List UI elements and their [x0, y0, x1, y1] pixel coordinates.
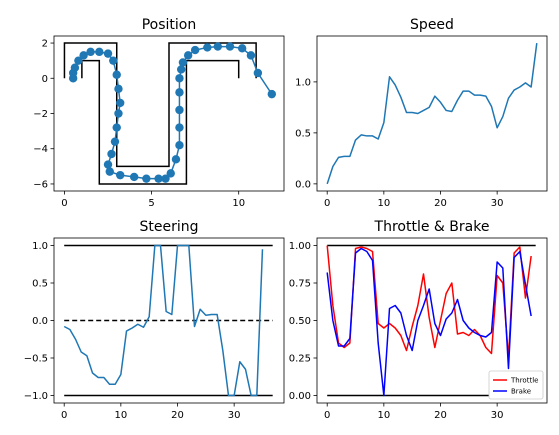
position-marker	[116, 98, 125, 108]
position-marker	[171, 155, 181, 164]
speed-title: Speed	[410, 17, 454, 33]
y-tick-label: 0.5	[295, 128, 311, 139]
throttle-brake-title: Throttle & Brake	[374, 219, 490, 235]
y-tick-label: 1.0	[295, 77, 311, 88]
speed-series-line	[326, 43, 538, 185]
y-tick-label: −6	[33, 179, 48, 190]
position-marker	[95, 47, 104, 57]
y-tick-label: −0.5	[24, 354, 48, 365]
position-panel: Position 0 5 10 −6 −4 −2 0 2	[33, 17, 285, 209]
legend-brake-label: Brake	[511, 388, 531, 396]
y-tick-label: 0.0	[32, 316, 48, 327]
throttle-brake-legend: Throttle Brake	[488, 370, 544, 400]
position-marker	[166, 169, 175, 178]
throttle-brake-plot-area: 0 10 20 30 0.00 0.25 0.50 0.75 1.00	[289, 237, 548, 421]
steering-series-line	[63, 244, 264, 397]
x-tick-label: 0	[61, 198, 67, 209]
position-marker	[114, 84, 123, 94]
position-marker	[154, 174, 163, 183]
position-marker	[175, 123, 184, 132]
position-marker	[267, 89, 277, 99]
position-marker	[110, 137, 120, 146]
y-tick-label: 0.00	[289, 391, 311, 402]
y-tick-label: 1.0	[32, 241, 48, 252]
y-tick-label: −4	[33, 144, 48, 155]
legend-throttle-label: Throttle	[510, 377, 538, 385]
position-marker	[237, 44, 247, 53]
position-title: Position	[142, 17, 197, 33]
x-tick-label: 30	[228, 410, 241, 421]
track-inner-boundary	[81, 59, 240, 185]
y-tick-label: 0.0	[295, 179, 311, 190]
position-marker	[112, 70, 121, 79]
steering-plot-area: 0 10 20 30 −1.0 −0.5 0.0 0.5 1.0	[24, 237, 285, 421]
position-marker	[103, 49, 113, 58]
position-plot-area: 0 5 10 −6 −4 −2 0 2	[33, 35, 285, 209]
y-tick-label: 2	[42, 39, 48, 50]
position-marker	[109, 56, 118, 65]
position-marker	[79, 51, 88, 60]
position-marker	[183, 51, 193, 60]
position-marker	[142, 174, 151, 183]
position-marker	[107, 149, 116, 159]
x-tick-label: 10	[377, 410, 390, 421]
position-marker	[161, 174, 170, 183]
x-tick-label: 20	[434, 410, 447, 421]
position-marker	[86, 47, 95, 57]
y-tick-label: −2	[33, 109, 48, 120]
position-marker	[225, 42, 235, 51]
throttle-brake-panel: Throttle & Brake 0 10 20 30 0.00 0.25 0.50 0.75…	[289, 219, 548, 421]
y-tick-label: 0.75	[289, 279, 311, 290]
x-tick-label: 20	[434, 198, 447, 209]
x-tick-label: 0	[324, 410, 330, 421]
legend-frame	[488, 370, 544, 400]
position-marker	[178, 58, 188, 67]
position-marker	[129, 172, 139, 182]
brake-series-line	[326, 247, 532, 397]
position-marker	[114, 109, 123, 118]
y-tick-label: −1.0	[24, 391, 48, 402]
steering-title: Steering	[139, 219, 198, 235]
position-marker	[70, 63, 80, 72]
position-marker	[175, 105, 184, 115]
position-marker	[116, 170, 125, 180]
position-marker	[203, 43, 212, 52]
position-marker	[190, 45, 200, 55]
axes-frame	[316, 35, 548, 192]
x-tick-label: 30	[491, 198, 504, 209]
x-tick-label: 10	[232, 198, 245, 209]
position-marker	[253, 68, 263, 78]
position-marker	[176, 65, 186, 74]
x-tick-label: 10	[114, 410, 127, 421]
y-tick-label: 1.00	[289, 241, 311, 252]
y-tick-label: 0.25	[289, 354, 311, 365]
throttle-series-line	[326, 245, 532, 359]
position-marker	[112, 123, 121, 132]
y-tick-label: 0.50	[289, 316, 311, 327]
x-tick-label: 20	[171, 410, 184, 421]
x-tick-label: 10	[377, 198, 390, 209]
position-marker	[246, 51, 256, 60]
speed-panel: Speed 0 10 20 30 0.0 0.5 1.0	[295, 17, 548, 209]
position-marker	[175, 74, 184, 83]
position-marker	[175, 141, 184, 150]
y-tick-label: 0.5	[32, 279, 48, 290]
x-tick-label: 0	[324, 198, 330, 209]
x-tick-label: 30	[491, 410, 504, 421]
x-tick-label: 0	[61, 410, 67, 421]
position-marker	[74, 56, 83, 65]
steering-panel: Steering 0 10 20 30 −1.0 −0.5 0.0 0.5 1.0	[24, 219, 285, 421]
position-marker	[103, 160, 113, 169]
position-marker	[213, 42, 222, 51]
x-tick-label: 5	[148, 198, 154, 209]
y-tick-label: 0	[42, 74, 48, 85]
track-outer-boundary	[63, 42, 257, 168]
position-marker	[105, 167, 114, 176]
speed-plot-area: 0 10 20 30 0.0 0.5 1.0	[295, 35, 548, 209]
position-marker	[175, 88, 184, 97]
